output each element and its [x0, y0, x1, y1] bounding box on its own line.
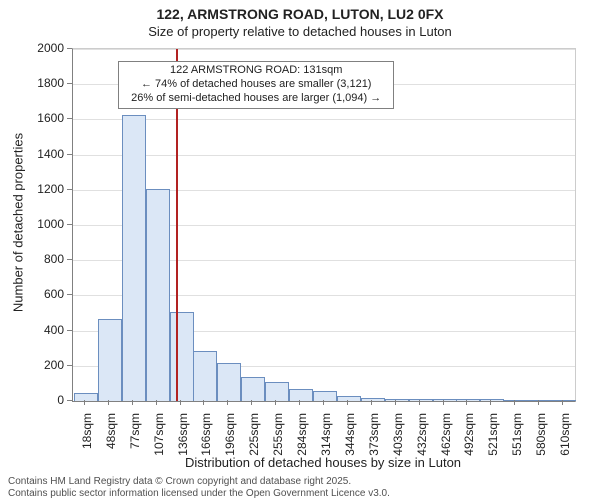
x-tick-label: 462sqm [439, 413, 453, 483]
bar [456, 399, 480, 401]
bar [409, 399, 433, 401]
bar [552, 400, 576, 401]
x-tick-label: 136sqm [176, 413, 190, 483]
chart-subtitle: Size of property relative to detached ho… [0, 24, 600, 39]
chart-title: 122, ARMSTRONG ROAD, LUTON, LU2 0FX [0, 6, 600, 22]
bar [146, 189, 170, 401]
y-tick-label: 1000 [37, 217, 64, 231]
bar [433, 399, 457, 401]
x-tick-label: 77sqm [128, 413, 142, 483]
bar [193, 351, 217, 401]
x-tick-label: 403sqm [391, 413, 405, 483]
x-tick-label: 225sqm [247, 413, 261, 483]
bar [265, 382, 289, 401]
annotation-line1: 122 ARMSTRONG ROAD: 131sqm [123, 64, 389, 78]
x-tick-label: 314sqm [319, 413, 333, 483]
footer-line2: Contains public sector information licen… [0, 488, 600, 499]
bar [170, 312, 194, 401]
x-tick-label: 373sqm [367, 413, 381, 483]
bar [337, 396, 361, 401]
x-tick-label: 48sqm [104, 413, 118, 483]
x-tick-label: 344sqm [343, 413, 357, 483]
bar [385, 399, 409, 401]
bar [313, 391, 337, 401]
y-tick-label: 2000 [37, 41, 64, 55]
x-tick-label: 166sqm [199, 413, 213, 483]
bar [241, 377, 265, 401]
bar [217, 363, 241, 401]
x-tick-label: 107sqm [152, 413, 166, 483]
y-tick-label: 1200 [37, 182, 64, 196]
bar [480, 399, 504, 401]
y-tick-label: 1400 [37, 147, 64, 161]
y-tick-label: 0 [57, 393, 64, 407]
x-tick-label: 492sqm [462, 413, 476, 483]
x-tick-label: 284sqm [295, 413, 309, 483]
y-axis-label: Number of detached properties [11, 47, 26, 399]
bar [528, 400, 552, 401]
bar [289, 389, 313, 401]
annotation-box: 122 ARMSTRONG ROAD: 131sqm ← 74% of deta… [118, 61, 394, 108]
x-axis-label: Distribution of detached houses by size … [72, 455, 574, 470]
y-tick-label: 1800 [37, 76, 64, 90]
footer-line1: Contains HM Land Registry data © Crown c… [0, 476, 600, 487]
x-tick-label: 196sqm [223, 413, 237, 483]
x-tick-label: 18sqm [80, 413, 94, 483]
bar [122, 115, 146, 401]
x-tick-label: 580sqm [534, 413, 548, 483]
figure-container: 122, ARMSTRONG ROAD, LUTON, LU2 0FX Size… [0, 0, 600, 500]
bar [504, 400, 528, 401]
bar [74, 393, 98, 401]
x-tick-label: 521sqm [486, 413, 500, 483]
y-tick-label: 600 [44, 287, 64, 301]
annotation-line3: 26% of semi-detached houses are larger (… [123, 92, 389, 106]
x-tick-label: 610sqm [558, 413, 572, 483]
plot-area: 122 ARMSTRONG ROAD: 131sqm ← 74% of deta… [72, 48, 576, 402]
bar [361, 398, 385, 401]
bar [98, 319, 122, 401]
x-tick-label: 432sqm [415, 413, 429, 483]
y-tick-label: 200 [44, 358, 64, 372]
y-tick-label: 1600 [37, 111, 64, 125]
y-tick-label: 800 [44, 252, 64, 266]
y-tick-label: 400 [44, 323, 64, 337]
x-tick-label: 551sqm [510, 413, 524, 483]
x-tick-label: 255sqm [271, 413, 285, 483]
annotation-line2: ← 74% of detached houses are smaller (3,… [123, 78, 389, 92]
